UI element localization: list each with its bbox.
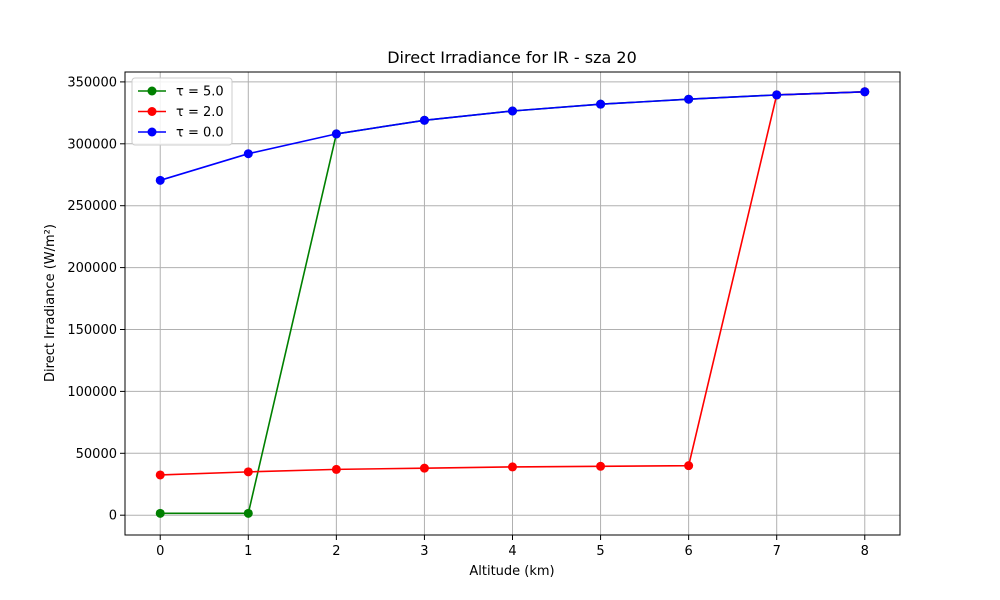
x-tick-label: 6 <box>684 544 692 559</box>
data-point <box>331 464 341 474</box>
y-tick-label: 0 <box>109 509 117 524</box>
legend-item: τ = 2.0 <box>138 105 224 120</box>
x-tick-label: 8 <box>861 544 869 559</box>
legend-label: τ = 5.0 <box>176 85 224 100</box>
legend-item: τ = 5.0 <box>138 85 224 100</box>
series-group <box>155 87 870 518</box>
data-point <box>243 149 253 159</box>
series-2 <box>155 87 870 185</box>
legend-marker <box>147 86 157 96</box>
data-point <box>508 106 517 116</box>
legend-label: τ = 0.0 <box>176 126 224 141</box>
x-tick-label: 7 <box>773 544 781 559</box>
data-point <box>684 94 694 104</box>
y-tick-label: 50000 <box>76 447 117 462</box>
x-tick-label: 3 <box>420 544 428 559</box>
data-point <box>243 467 253 477</box>
data-point <box>772 90 782 100</box>
axis-ticks: 0 1 2 3 4 5 6 7 8 0 50000 100000 150000 200000 250000 3… <box>67 75 869 559</box>
data-point <box>155 175 165 185</box>
y-axis-label: Direct Irradiance (W/m²) <box>43 224 58 382</box>
legend-marker <box>147 127 157 137</box>
data-point <box>860 87 870 97</box>
data-point <box>419 115 429 125</box>
data-point <box>596 99 606 109</box>
data-point <box>684 461 694 471</box>
y-tick-label: 300000 <box>67 137 117 152</box>
legend-item: τ = 0.0 <box>138 126 224 141</box>
x-tick-label: 4 <box>508 544 516 559</box>
data-point <box>243 508 253 518</box>
data-point <box>419 463 429 473</box>
y-tick-label: 200000 <box>67 261 117 276</box>
y-tick-label: 150000 <box>67 323 117 338</box>
legend-box <box>131 77 233 146</box>
data-point <box>596 461 606 471</box>
x-tick-label: 2 <box>332 544 340 559</box>
x-axis-label: Altitude (km) <box>469 564 554 579</box>
chart-title: Direct Irradiance for IR - sza 20 <box>387 48 637 67</box>
x-tick-label: 0 <box>156 544 164 559</box>
y-tick-label: 350000 <box>67 75 117 90</box>
data-point <box>508 462 517 472</box>
grid-lines <box>125 72 900 535</box>
legend-marker <box>147 107 157 116</box>
y-tick-label: 100000 <box>67 385 117 400</box>
legend-label: τ = 2.0 <box>176 105 224 120</box>
y-tick-label: 250000 <box>67 199 117 214</box>
data-point <box>331 129 341 139</box>
x-tick-label: 5 <box>596 544 604 559</box>
data-point <box>155 470 165 480</box>
x-tick-label: 1 <box>244 544 252 559</box>
legend: τ = 5.0 τ = 2.0 τ = 0.0 <box>131 77 233 146</box>
data-point <box>155 508 165 518</box>
